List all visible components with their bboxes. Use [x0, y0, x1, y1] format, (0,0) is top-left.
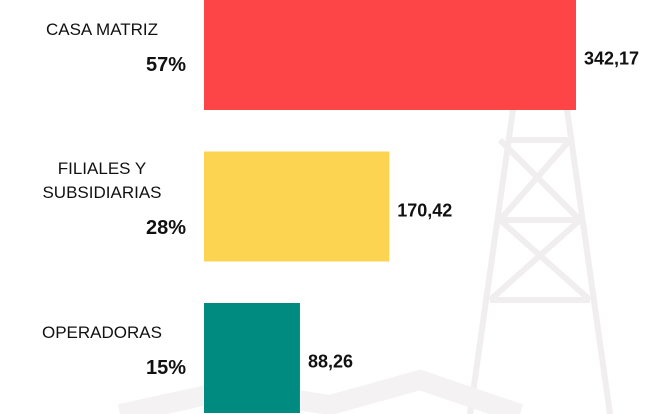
percent-label: 15%	[145, 356, 186, 379]
category-label: OPERADORAS	[42, 322, 162, 342]
percent-label: 57%	[145, 53, 186, 76]
category-label-group: FILIALES Y SUBSIDIARIAS 28%	[14, 144, 190, 254]
category-label-group: OPERADORAS 15%	[14, 295, 190, 405]
category-label-group: CASA MATRIZ 57%	[14, 0, 190, 102]
bar	[204, 0, 576, 110]
percent-label: 28%	[145, 217, 186, 239]
category-label: FILIALES Y SUBSIDIARIAS	[42, 159, 162, 202]
value-label: 88,26	[307, 351, 353, 372]
category-label: CASA MATRIZ	[45, 19, 159, 39]
bar	[204, 303, 300, 413]
value-label: 170,42	[397, 200, 453, 220]
bar	[204, 151, 390, 262]
value-label: 342,17	[584, 48, 640, 69]
